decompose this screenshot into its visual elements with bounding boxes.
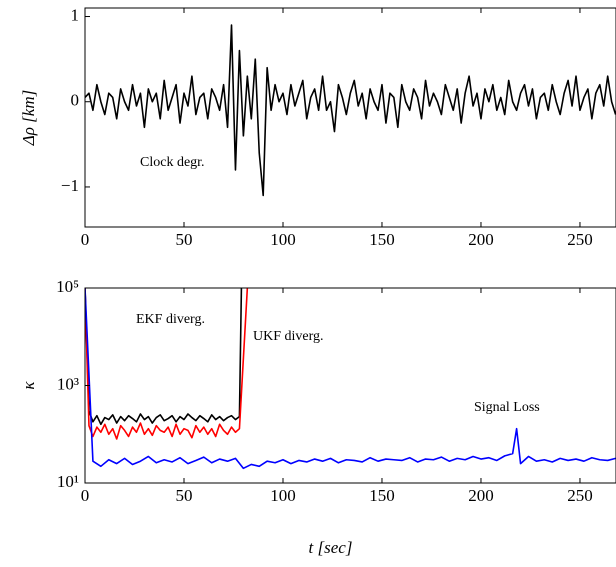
x-tick-label: 150 [369, 486, 395, 505]
data-line [85, 288, 249, 440]
annotation: EKF diverg. [136, 312, 205, 327]
y-tick-label: 10³ [57, 374, 79, 393]
annotation: Clock degr. [140, 155, 205, 170]
data-line [85, 24, 616, 197]
x-tick-label: 200 [468, 230, 494, 249]
x-tick-label: 250 [567, 486, 593, 505]
annotation: Signal Loss [474, 400, 540, 415]
annotation: UKF diverg. [253, 329, 324, 344]
plot-frame [84, 7, 616, 228]
x-tick-label: 100 [270, 486, 296, 505]
y-tick-label: 1 [71, 5, 80, 24]
x-tick-label: 50 [175, 486, 192, 505]
y-tick-label: 10¹ [57, 472, 79, 491]
y-tick-label: 0 [71, 91, 80, 110]
x-tick-label: 0 [81, 230, 90, 249]
data-line [85, 288, 243, 426]
x-axis-label: t [sec] [309, 538, 353, 557]
y-tick-label: 10⁵ [56, 277, 79, 296]
y-tick-label: −1 [61, 176, 79, 195]
x-tick-label: 100 [270, 230, 296, 249]
y-axis-label: Δρ [km] [19, 90, 38, 146]
x-tick-label: 250 [567, 230, 593, 249]
x-tick-label: 50 [175, 230, 192, 249]
data-line [85, 288, 616, 470]
x-tick-label: 0 [81, 486, 90, 505]
x-tick-label: 150 [369, 230, 395, 249]
y-axis-label: κ [19, 381, 38, 390]
x-tick-label: 200 [468, 486, 494, 505]
